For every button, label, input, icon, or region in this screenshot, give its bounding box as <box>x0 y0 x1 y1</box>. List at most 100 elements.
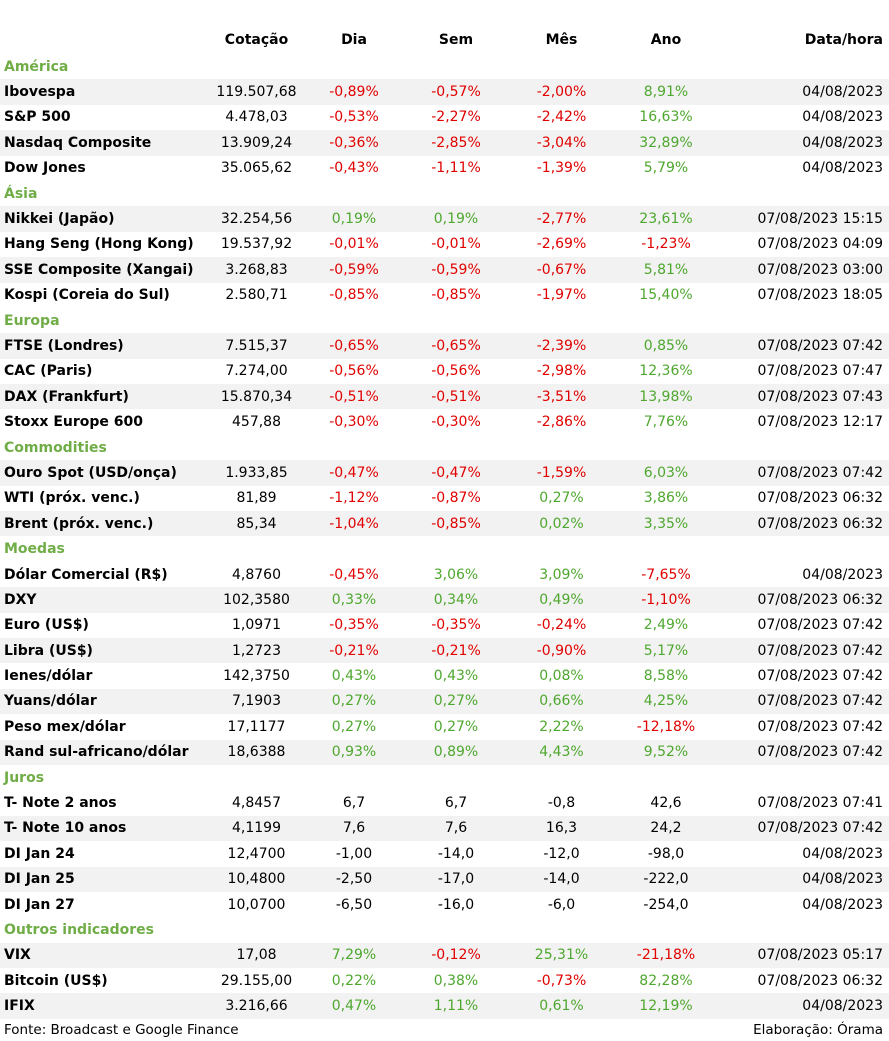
row-name: DI Jan 24 <box>4 845 75 862</box>
row-mes: 16,3 <box>509 815 616 842</box>
table-row: T- Note 10 anos 4,1199 7,6 7,6 16,3 24,2 07/08… <box>0 815 889 842</box>
row-sem: -0,85% <box>405 511 509 537</box>
row-sem: -0,12% <box>405 942 509 969</box>
row-ano: 15,40% <box>639 287 693 304</box>
row-ano: 0,85% <box>616 333 718 359</box>
row-name: SSE Composite (Xangai) <box>0 257 210 283</box>
table-row: WTI (próx. venc.) 81,89 -1,12% -0,87% 0,27% 3… <box>0 486 889 511</box>
row-name: S&P 500 <box>4 109 71 126</box>
row-ano: 4,25% <box>616 688 718 715</box>
table-row: Bitcoin (US$) 29.155,00 0,22% 0,38% -0,73% 82… <box>0 968 889 993</box>
row-name: Nasdaq Composite <box>0 130 210 156</box>
row-dia: -1,04% <box>305 511 405 537</box>
table-row: S&P 500 4.478,03 -0,53% -2,27% -2,42% 16,63% 0… <box>0 105 889 130</box>
row-sem: 0,89% <box>405 739 509 765</box>
row-data-hora: 07/08/2023 04:09 <box>757 236 884 253</box>
row-ano: 7,76% <box>643 414 689 431</box>
row-ano: -98,0 <box>647 845 685 862</box>
row-data-hora: 07/08/2023 05:17 <box>718 942 889 969</box>
row-data-hora: 07/08/2023 07:42 <box>718 637 889 664</box>
row-ano: 16,63% <box>639 109 693 126</box>
row-dia: 0,27% <box>305 688 405 715</box>
row-mes: -2,39% <box>509 333 616 359</box>
row-name: DAX (Frankfurt) <box>0 384 210 410</box>
footer-source: Fonte: Broadcast e Google Finance <box>4 1021 239 1038</box>
row-sem: -0,21% <box>405 637 509 664</box>
row-cotacao: 7.515,37 <box>210 333 305 359</box>
row-cotacao: 2.580,71 <box>225 287 288 304</box>
row-dia: -0,35% <box>329 617 379 634</box>
header-sem: Sem <box>438 32 474 48</box>
row-ano: 2,49% <box>643 617 689 634</box>
section-title: Europa <box>4 312 60 329</box>
row-dia: -0,53% <box>329 109 379 126</box>
table-row: DAX (Frankfurt) 15.870,34 -0,51% -0,51% -3,5… <box>0 384 889 410</box>
row-data-hora: 04/08/2023 <box>802 160 883 177</box>
table-row: Stoxx Europe 600 457,88 -0,30% -0,30% -2,86%… <box>0 409 889 434</box>
row-ano: 3,86% <box>643 490 689 507</box>
row-data-hora: 07/08/2023 07:47 <box>757 363 884 380</box>
section-header: Juros <box>0 765 889 790</box>
section-header: Outros indicadores <box>0 917 889 942</box>
header-cotacao: Cotação <box>224 32 289 48</box>
row-ano: 3,35% <box>616 511 718 537</box>
table-row: Peso mex/dólar 17,1177 0,27% 0,27% 2,22% -12,… <box>0 714 889 739</box>
row-data-hora: 04/08/2023 <box>802 845 883 862</box>
row-dia: 0,33% <box>305 587 405 613</box>
row-sem: -0,47% <box>405 460 509 486</box>
row-sem: -2,85% <box>405 130 509 156</box>
table-row: Dow Jones 35.065,62 -0,43% -1,11% -1,39% 5,79… <box>0 156 889 181</box>
row-dia: -0,21% <box>305 637 405 664</box>
table-row: DXY 102,3580 0,33% 0,34% 0,49% -1,10% 07/08/20… <box>0 587 889 613</box>
header-dia: Dia <box>341 32 367 48</box>
row-cotacao: 102,3580 <box>210 587 305 613</box>
row-sem: 0,38% <box>433 972 479 989</box>
row-ano: -1,23% <box>641 236 691 253</box>
row-name: DI Jan 27 <box>4 896 75 913</box>
quotes-body: América Ibovespa 119.507,68 -0,89% -0,57% -2,… <box>0 54 889 1019</box>
row-dia: -0,89% <box>305 79 405 105</box>
section-title: Commodities <box>4 439 107 456</box>
row-dia: -1,00 <box>335 845 373 862</box>
row-data-hora: 07/08/2023 07:42 <box>718 688 889 715</box>
row-cotacao: 12,4700 <box>227 845 286 862</box>
row-data-hora: 07/08/2023 07:42 <box>757 617 884 634</box>
section-title: Ásia <box>4 185 38 202</box>
row-dia: -0,85% <box>329 287 379 304</box>
row-sem: 0,34% <box>405 587 509 613</box>
row-mes: 2,22% <box>539 718 584 735</box>
row-data-hora: 07/08/2023 07:42 <box>757 718 884 735</box>
row-data-hora: 07/08/2023 06:32 <box>757 490 884 507</box>
row-name: IFIX <box>0 993 210 1019</box>
row-cotacao: 119.507,68 <box>210 79 305 105</box>
section-header: América <box>0 54 889 79</box>
row-mes: -0,73% <box>536 972 587 989</box>
row-cotacao: 1,0971 <box>232 617 281 634</box>
row-cotacao: 1,2723 <box>210 637 305 664</box>
row-data-hora: 07/08/2023 15:15 <box>718 206 889 232</box>
row-data-hora: 07/08/2023 06:32 <box>718 587 889 613</box>
row-name: Yuans/dólar <box>0 688 210 715</box>
row-mes: -2,42% <box>536 109 587 126</box>
row-sem: -0,65% <box>405 333 509 359</box>
row-cotacao: 3.216,66 <box>210 993 305 1019</box>
row-mes: 4,43% <box>509 739 616 765</box>
row-cotacao: 35.065,62 <box>220 160 293 177</box>
row-dia: 0,43% <box>331 668 377 685</box>
footer-row: Fonte: Broadcast e Google Finance Elabor… <box>0 1019 889 1041</box>
row-mes: -14,0 <box>509 866 616 892</box>
row-dia: -2,50 <box>305 866 405 892</box>
row-ano: -254,0 <box>643 896 689 913</box>
section-title: América <box>4 58 69 75</box>
section-header: Moedas <box>0 536 889 561</box>
header-name <box>0 0 210 54</box>
table-row: Yuans/dólar 7,1903 0,27% 0,27% 0,66% 4,25% 07/… <box>0 688 889 715</box>
row-ano: 23,61% <box>616 206 718 232</box>
row-name: Rand sul-africano/dólar <box>0 739 210 765</box>
row-ano: 8,91% <box>616 79 718 105</box>
row-ano: 8,58% <box>643 668 689 685</box>
row-ano: -222,0 <box>616 866 718 892</box>
row-data-hora: 04/08/2023 <box>718 79 889 105</box>
table-row: Hang Seng (Hong Kong) 19.537,92 -0,01% -0,0… <box>0 232 889 257</box>
